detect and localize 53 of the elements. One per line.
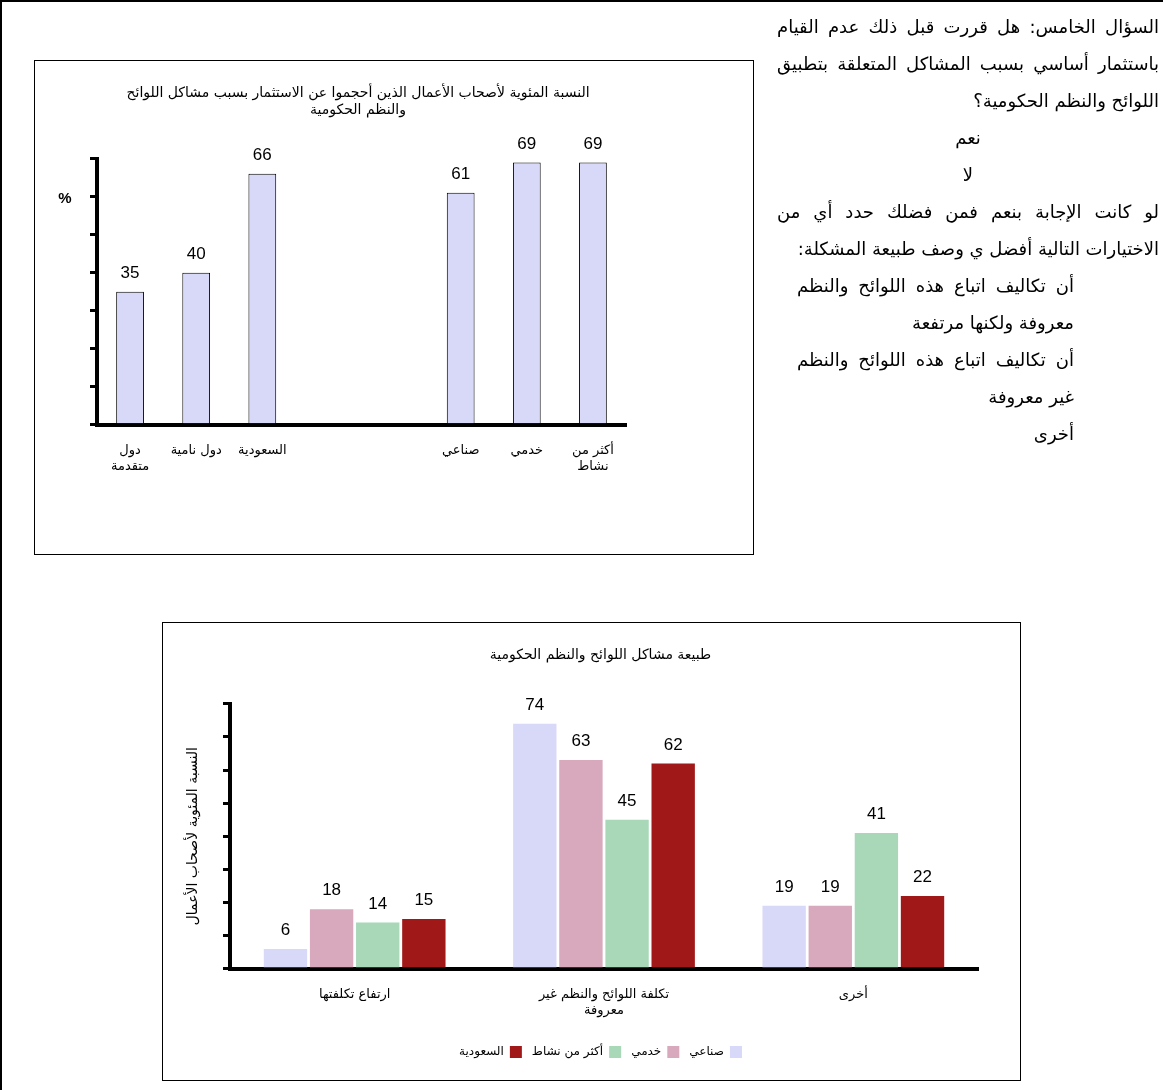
text: لا	[961, 163, 975, 187]
bar	[605, 819, 649, 968]
chart-title: طبيعة مشاكل اللوائح والنظم الحكومية	[489, 646, 712, 664]
data-label: 41	[866, 804, 886, 824]
x-tick-label: أكثر من نشاط	[571, 440, 614, 473]
data-label: 74	[525, 694, 545, 714]
data-label: 69	[583, 133, 603, 153]
data-label: 18	[322, 880, 342, 900]
bar	[559, 760, 603, 968]
x-tick-label: السعودية	[238, 441, 287, 458]
text: لو كانت الإجابة بنعم فمن فضلك حدد أي من الاختيارات التالية أفضل ي وصف طبيعة المشكلة:	[777, 199, 1159, 262]
x-tick-label: دول نامية	[170, 441, 222, 458]
chart-title: النسبة المئوية لأصحاب الأعمال الذين أحجموا عن الاستثمار بسبب مشاكل اللوائح والنظم الحكومية	[126, 83, 590, 118]
data-label: 14	[368, 893, 388, 913]
data-label: 45	[617, 790, 637, 810]
y-axis-title: %	[58, 188, 72, 206]
y-axis-title: النسبة المئوية لأصحاب الأعمال	[182, 747, 201, 926]
x-tick-label: أخرى	[838, 984, 868, 1002]
legend-label: صناعي	[689, 1044, 724, 1059]
text: السؤال الخامس: هل قررت قبل ذلك عدم القيام باستثمار أساسي بسبب المشاكل المتعلقة بتطبيق اللوائح والنظم الحكومية؟	[777, 15, 1159, 114]
data-label: 61	[451, 164, 471, 184]
x-tick-label: صناعي	[441, 441, 480, 457]
bar	[854, 832, 899, 968]
data-label: 63	[571, 731, 591, 751]
bar	[651, 763, 695, 968]
bar	[309, 909, 354, 968]
data-label: 15	[414, 890, 434, 910]
data-label: 69	[517, 133, 537, 153]
text: أن تكاليف اتباع هذه اللوائح والنظم غير معروفة	[796, 347, 1075, 410]
text: نعم	[954, 126, 982, 151]
data-label: 19	[820, 877, 840, 897]
data-label: 62	[663, 734, 683, 754]
bar	[402, 919, 446, 968]
data-label: 19	[774, 877, 794, 897]
legend-label: خدمي	[631, 1044, 662, 1059]
bar	[900, 895, 945, 968]
bar	[513, 723, 557, 968]
text: أن تكاليف اتباع هذه اللوائح والنظم معروفة ولكنها مرتفعة	[796, 273, 1075, 336]
x-tick-label: دول متقدمة	[110, 441, 150, 473]
data-label: 66	[252, 145, 272, 164]
bar	[263, 948, 308, 968]
bar	[762, 905, 806, 968]
bar	[808, 905, 852, 968]
x-tick-label: خدمي	[510, 441, 544, 457]
x-tick-label: ارتفاع تكلفتها	[318, 985, 391, 1002]
data-label: 6	[280, 920, 291, 940]
data-label: 35	[120, 262, 140, 282]
data-label: 22	[913, 867, 932, 887]
x-tick-label: تكلفة اللوائح والنظم غير معروفة	[537, 985, 670, 1018]
legend-label: أكثر من نشاط	[531, 1043, 604, 1060]
legend-label: السعودية	[459, 1044, 504, 1060]
data-label: 40	[186, 243, 206, 263]
bar	[356, 922, 400, 968]
